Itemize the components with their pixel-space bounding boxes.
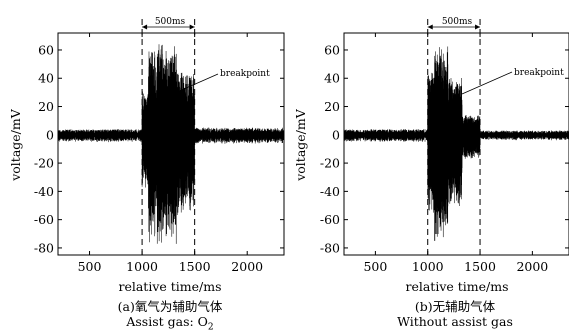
y-axis-label-a: voltage/mV bbox=[8, 108, 23, 182]
y-tick-label-b: -40 bbox=[320, 184, 340, 199]
span-label-a: 500ms bbox=[155, 17, 186, 27]
y-tick-label-a: -60 bbox=[34, 212, 54, 227]
y-tick-label-a: 40 bbox=[38, 71, 54, 86]
y-tick-label-b: -20 bbox=[320, 156, 340, 171]
caption-b-line2: Without assist gas bbox=[355, 314, 555, 329]
y-tick-label-a: 0 bbox=[46, 127, 54, 142]
y-tick-label-b: 40 bbox=[324, 71, 340, 86]
y-tick-label-a: 20 bbox=[38, 99, 54, 114]
x-tick-label-a: 1000 bbox=[126, 259, 158, 274]
x-tick-label-a: 2000 bbox=[231, 259, 263, 274]
x-tick-label-b: 2000 bbox=[516, 259, 548, 274]
span-label-b: 500ms bbox=[442, 17, 473, 27]
x-tick-label-b: 1000 bbox=[412, 259, 444, 274]
y-axis-label-b: voltage/mV bbox=[293, 108, 308, 182]
y-tick-label-b: 20 bbox=[324, 99, 340, 114]
caption-b-line1: (b)无辅助气体 bbox=[355, 296, 555, 315]
breakpoint-annotation-b: breakpoint bbox=[514, 68, 564, 78]
y-tick-label-b: 0 bbox=[332, 127, 340, 142]
y-tick-label-b: 60 bbox=[324, 42, 340, 57]
x-tick-label-a: 500 bbox=[78, 259, 102, 274]
caption-a-subscript: 2 bbox=[208, 323, 214, 333]
x-axis-label-a: relative time/ms bbox=[118, 279, 221, 294]
y-tick-label-b: -80 bbox=[320, 240, 340, 255]
chart-panel-a: voltage/mV relative time/ms 500ms breakp… bbox=[8, 17, 284, 294]
x-tick-label-a: 1500 bbox=[179, 259, 211, 274]
caption-a-line1: (a)氧气为辅助气体 bbox=[70, 296, 270, 315]
x-tick-label-b: 500 bbox=[363, 259, 387, 274]
y-tick-label-a: -20 bbox=[34, 156, 54, 171]
x-axis-label-b: relative time/ms bbox=[405, 279, 508, 294]
y-tick-label-b: -60 bbox=[320, 212, 340, 227]
y-tick-label-a: -40 bbox=[34, 184, 54, 199]
caption-a-line2-text: Assist gas: O bbox=[126, 314, 208, 329]
breakpoint-leader-b bbox=[462, 72, 512, 94]
caption-a-line2: Assist gas: O2 bbox=[70, 314, 270, 333]
chart-panel-b: voltage/mV relative time/ms 500ms breakp… bbox=[293, 17, 569, 294]
breakpoint-annotation-a: breakpoint bbox=[220, 69, 270, 79]
y-tick-label-a: 60 bbox=[38, 42, 54, 57]
x-tick-label-b: 1500 bbox=[464, 259, 496, 274]
y-tick-label-a: -80 bbox=[34, 240, 54, 255]
